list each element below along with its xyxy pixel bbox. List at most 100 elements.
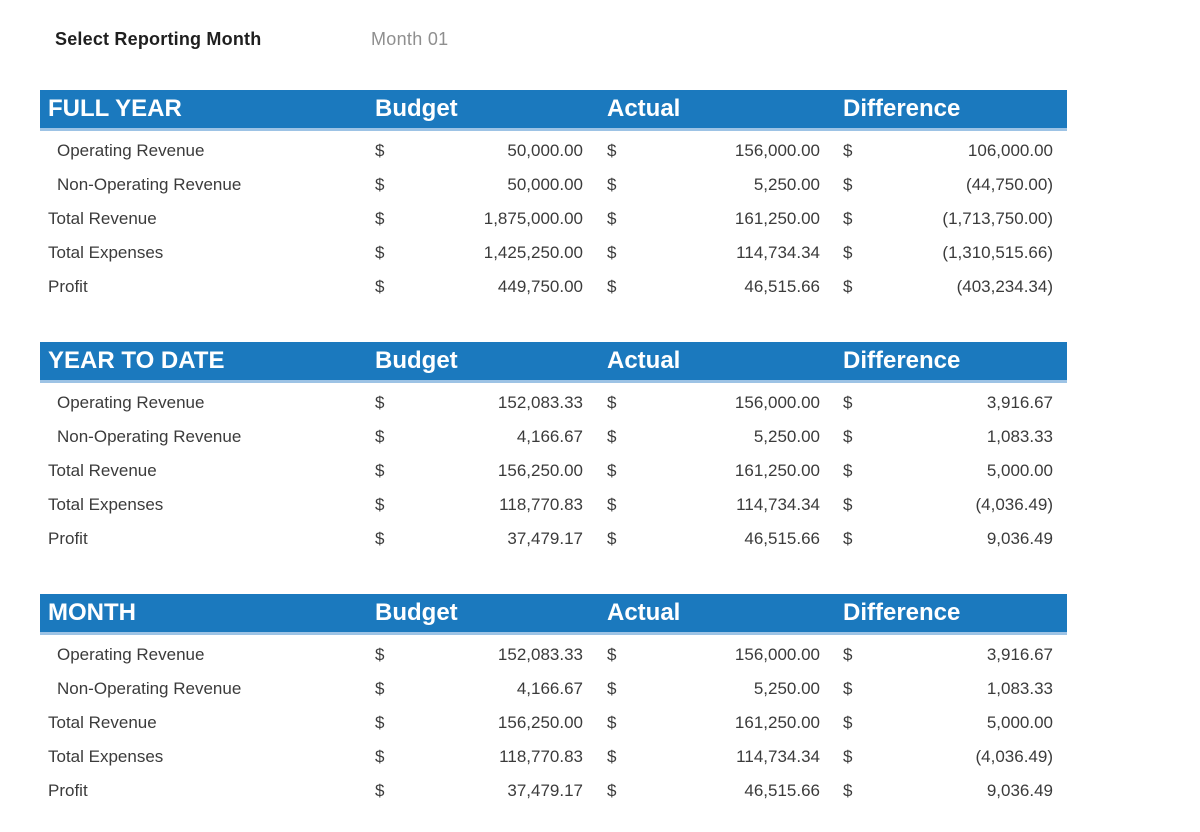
dollar-sign: $ xyxy=(843,393,853,412)
dollar-sign: $ xyxy=(843,243,853,262)
dollar-sign: $ xyxy=(607,243,617,262)
budget-cell: $156,250.00 xyxy=(370,461,600,481)
difference-cell: $5,000.00 xyxy=(835,461,1067,481)
section-rows: Operating Revenue $152,083.33 $156,000.0… xyxy=(40,383,1067,556)
reporting-month-dropdown[interactable]: Month 01 xyxy=(371,29,449,49)
actual-value: 46,515.66 xyxy=(744,277,820,296)
budget-cell: $4,166.67 xyxy=(370,427,600,447)
actual-cell: $156,000.00 xyxy=(600,645,835,665)
dollar-sign: $ xyxy=(607,679,617,698)
budget-value: 118,770.83 xyxy=(499,747,583,766)
select-reporting-month-label: Select Reporting Month xyxy=(55,29,262,49)
difference-cell: $3,916.67 xyxy=(835,645,1067,665)
actual-value: 5,250.00 xyxy=(753,175,820,194)
dollar-sign: $ xyxy=(607,645,617,664)
budget-value: 37,479.17 xyxy=(507,529,583,548)
row-label: Operating Revenue xyxy=(57,393,205,412)
budget-cell: $152,083.33 xyxy=(370,645,600,665)
difference-value: 9,036.49 xyxy=(986,529,1053,548)
section-rows: Operating Revenue $50,000.00 $156,000.00… xyxy=(40,131,1067,304)
row-label: Total Expenses xyxy=(48,495,164,514)
dollar-sign: $ xyxy=(607,175,617,194)
actual-value: 114,734.34 xyxy=(736,243,820,262)
dollar-sign: $ xyxy=(843,713,853,732)
section-rows: Operating Revenue $152,083.33 $156,000.0… xyxy=(40,635,1067,808)
budget-cell: $50,000.00 xyxy=(370,175,600,195)
dollar-sign: $ xyxy=(607,209,617,228)
row-label: Profit xyxy=(48,529,88,548)
budget-cell: $4,166.67 xyxy=(370,679,600,699)
budget-cell: $50,000.00 xyxy=(370,141,600,161)
column-header-budget: Budget xyxy=(375,599,458,626)
difference-value: (403,234.34) xyxy=(956,277,1053,296)
budget-cell: $37,479.17 xyxy=(370,781,600,801)
column-header-budget: Budget xyxy=(375,347,458,374)
row-label: Total Revenue xyxy=(48,209,157,228)
difference-value: 106,000.00 xyxy=(967,141,1053,160)
difference-value: 1,083.33 xyxy=(986,427,1053,446)
budget-value: 1,875,000.00 xyxy=(483,209,583,228)
actual-value: 114,734.34 xyxy=(736,495,820,514)
difference-cell: $1,083.33 xyxy=(835,427,1067,447)
dollar-sign: $ xyxy=(375,679,385,698)
row-label: Total Revenue xyxy=(48,713,157,732)
dollar-sign: $ xyxy=(375,713,385,732)
actual-value: 161,250.00 xyxy=(734,209,820,228)
dollar-sign: $ xyxy=(607,427,617,446)
dollar-sign: $ xyxy=(375,529,385,548)
actual-cell: $5,250.00 xyxy=(600,679,835,699)
budget-value: 4,166.67 xyxy=(516,427,583,446)
section-title: FULL YEAR xyxy=(48,95,182,122)
dollar-sign: $ xyxy=(607,495,617,514)
actual-cell: $156,000.00 xyxy=(600,393,835,413)
column-header-actual: Actual xyxy=(607,95,681,122)
difference-cell: $9,036.49 xyxy=(835,781,1067,801)
column-header-difference: Difference xyxy=(843,599,961,626)
dollar-sign: $ xyxy=(843,209,853,228)
difference-cell: $ (4,036.49) xyxy=(835,747,1067,767)
difference-value: (1,713,750.00) xyxy=(942,209,1053,228)
dollar-sign: $ xyxy=(375,393,385,412)
dollar-sign: $ xyxy=(843,141,853,160)
budget-value: 1,425,250.00 xyxy=(483,243,583,262)
row-label: Non-Operating Revenue xyxy=(57,427,242,446)
actual-cell: $46,515.66 xyxy=(600,529,835,549)
dollar-sign: $ xyxy=(843,747,853,766)
difference-cell: $106,000.00 xyxy=(835,141,1067,161)
dollar-sign: $ xyxy=(843,781,853,800)
dollar-sign: $ xyxy=(607,529,617,548)
row-label: Profit xyxy=(48,277,88,296)
dollar-sign: $ xyxy=(375,243,385,262)
actual-value: 156,000.00 xyxy=(734,141,820,160)
actual-value: 156,000.00 xyxy=(734,645,820,664)
section-year-to-date: YEAR TO DATE Budget Actual Difference Op… xyxy=(40,342,1067,556)
dollar-sign: $ xyxy=(843,461,853,480)
column-header-difference: Difference xyxy=(843,95,961,122)
dollar-sign: $ xyxy=(375,209,385,228)
budget-value: 4,166.67 xyxy=(516,679,583,698)
budget-cell: $152,083.33 xyxy=(370,393,600,413)
actual-value: 156,000.00 xyxy=(734,393,820,412)
dollar-sign: $ xyxy=(375,175,385,194)
dollar-sign: $ xyxy=(375,141,385,160)
column-header-budget: Budget xyxy=(375,95,458,122)
difference-value: (4,036.49) xyxy=(975,747,1054,766)
table-row: Non-Operating Revenue $4,166.67 $5,250.0… xyxy=(40,420,1067,454)
budget-cell: $118,770.83 xyxy=(370,495,600,515)
table-row: Non-Operating Revenue $4,166.67 $5,250.0… xyxy=(40,672,1067,706)
difference-value: 3,916.67 xyxy=(986,645,1053,664)
actual-value: 46,515.66 xyxy=(744,529,820,548)
difference-value: (1,310,515.66) xyxy=(942,243,1053,262)
dollar-sign: $ xyxy=(607,277,617,296)
section-month: MONTH Budget Actual Difference Operating… xyxy=(40,594,1067,808)
table-row: Total Expenses $118,770.83 $114,734.34 $… xyxy=(40,740,1067,774)
actual-cell: $46,515.66 xyxy=(600,781,835,801)
table-row: Total Revenue $156,250.00 $161,250.00 $5… xyxy=(40,706,1067,740)
actual-value: 5,250.00 xyxy=(753,679,820,698)
section-title: MONTH xyxy=(48,599,136,626)
difference-cell: $1,083.33 xyxy=(835,679,1067,699)
dollar-sign: $ xyxy=(843,277,853,296)
dollar-sign: $ xyxy=(375,747,385,766)
budget-cell: $156,250.00 xyxy=(370,713,600,733)
difference-value: 3,916.67 xyxy=(986,393,1053,412)
